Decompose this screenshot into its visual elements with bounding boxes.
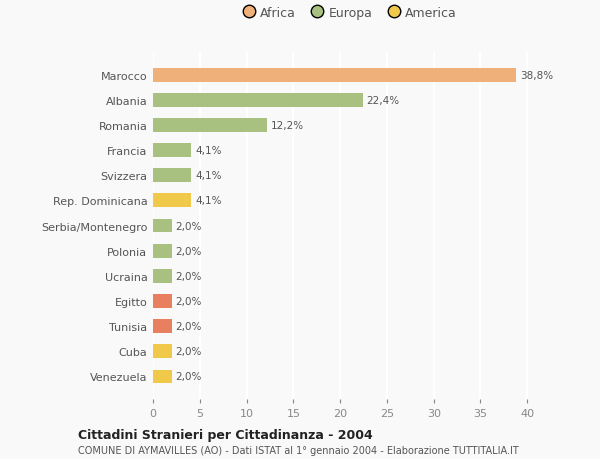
Text: 2,0%: 2,0% [175,347,202,357]
Legend: Africa, Europa, America: Africa, Europa, America [242,7,457,20]
Bar [153,319,172,333]
Text: 4,1%: 4,1% [195,196,221,206]
Text: 22,4%: 22,4% [367,95,400,106]
Text: 4,1%: 4,1% [195,146,221,156]
Bar [153,119,267,133]
Text: 2,0%: 2,0% [175,321,202,331]
Bar [153,345,172,358]
Bar [153,194,191,208]
Bar [153,219,172,233]
Bar [153,370,172,384]
Bar [153,169,191,183]
Text: Cittadini Stranieri per Cittadinanza - 2004: Cittadini Stranieri per Cittadinanza - 2… [78,428,373,442]
Text: 2,0%: 2,0% [175,372,202,382]
Bar [153,94,362,107]
Text: 12,2%: 12,2% [271,121,304,131]
Text: 4,1%: 4,1% [195,171,221,181]
Bar [153,295,172,308]
Text: 2,0%: 2,0% [175,271,202,281]
Bar [153,68,516,82]
Text: 2,0%: 2,0% [175,297,202,306]
Text: 38,8%: 38,8% [520,70,553,80]
Text: 2,0%: 2,0% [175,246,202,256]
Bar [153,244,172,258]
Bar [153,269,172,283]
Text: COMUNE DI AYMAVILLES (AO) - Dati ISTAT al 1° gennaio 2004 - Elaborazione TUTTITA: COMUNE DI AYMAVILLES (AO) - Dati ISTAT a… [78,446,519,455]
Bar [153,144,191,157]
Text: 2,0%: 2,0% [175,221,202,231]
